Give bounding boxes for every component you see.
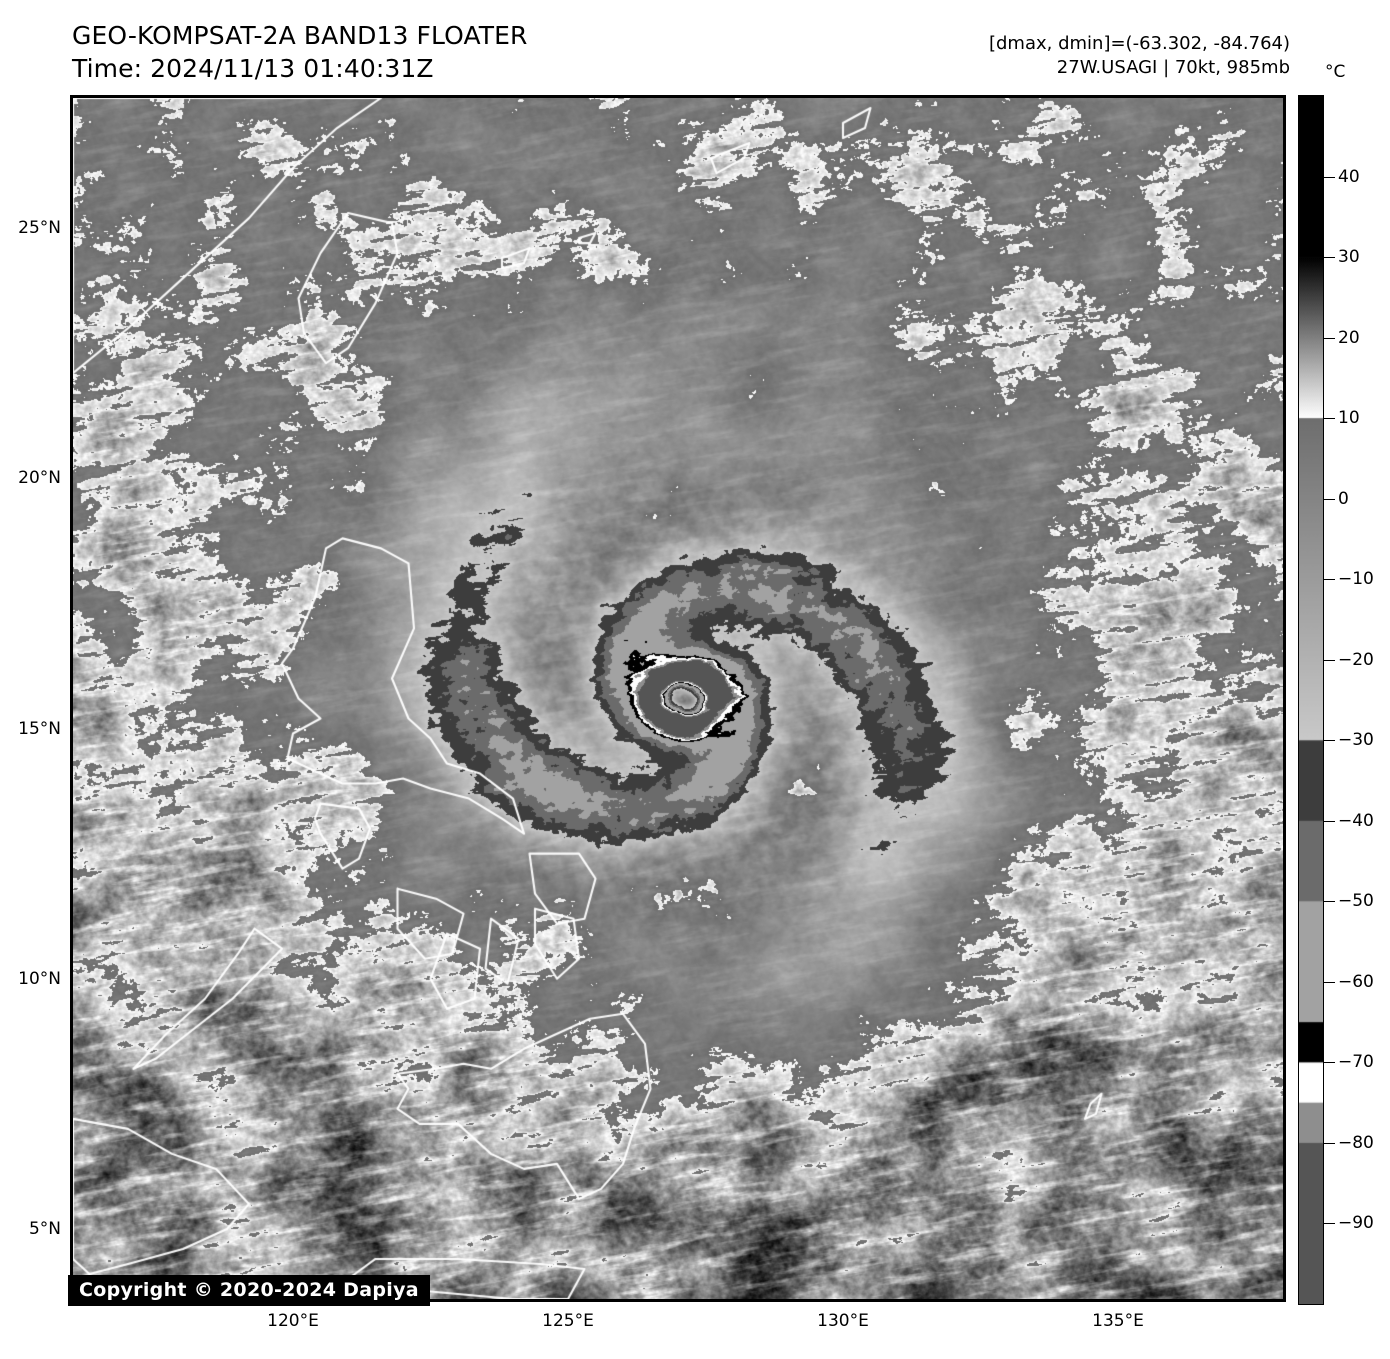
- temperature-colorbar[interactable]: [1298, 95, 1324, 1305]
- colorbar-tick-mark: [1324, 1142, 1335, 1144]
- lat-tick-label: 15°N: [18, 718, 61, 739]
- colorbar-tick-label: −80: [1338, 1132, 1374, 1153]
- colorbar-tick-mark: [1324, 820, 1335, 822]
- lon-tick-label: 135°E: [1092, 1311, 1144, 1331]
- colorbar-tick-label: −50: [1338, 891, 1374, 912]
- colorbar-tick-mark: [1324, 740, 1335, 742]
- colorbar-tick-mark: [1324, 981, 1335, 983]
- dmax-dmin-label: [dmax, dmin]=(-63.302, -84.764): [988, 33, 1290, 54]
- colorbar-tick-mark: [1324, 176, 1335, 178]
- satellite-map[interactable]: [70, 95, 1286, 1302]
- colorbar-units-label: °C: [1325, 62, 1346, 82]
- storm-info-label: 27W.USAGI | 70kt, 985mb: [1056, 56, 1290, 78]
- colorbar-tick-label: −20: [1338, 649, 1374, 670]
- colorbar-tick-mark: [1324, 579, 1335, 581]
- colorbar-tick-mark: [1324, 337, 1335, 339]
- colorbar-tick-label: 30: [1338, 247, 1360, 268]
- copyright-watermark: Copyright © 2020-2024 Dapiya: [68, 1275, 430, 1306]
- colorbar-tick-mark: [1324, 257, 1335, 259]
- colorbar-tick-label: 40: [1338, 166, 1360, 187]
- colorbar-tick-mark: [1324, 418, 1335, 420]
- colorbar-tick-mark: [1324, 498, 1335, 500]
- colorbar-tick-label: 20: [1338, 327, 1360, 348]
- colorbar-gradient: [1299, 96, 1323, 1304]
- title-block: GEO-KOMPSAT-2A BAND13 FLOATER Time: 2024…: [72, 20, 527, 85]
- metadata-block: [dmax, dmin]=(-63.302, -84.764) 27W.USAG…: [989, 32, 1290, 80]
- satellite-ir-image: [73, 98, 1283, 1299]
- colorbar-tick-mark: [1324, 659, 1335, 661]
- colorbar-tick-mark: [1324, 1223, 1335, 1225]
- colorbar-tick-label: −70: [1338, 1052, 1374, 1073]
- lon-tick-label: 125°E: [542, 1311, 594, 1331]
- lat-tick-label: 5°N: [28, 1218, 61, 1239]
- timestamp-label: Time: 2024/11/13 01:40:31Z: [72, 53, 434, 83]
- colorbar-tick-mark: [1324, 901, 1335, 903]
- lon-tick-label: 130°E: [817, 1311, 869, 1331]
- colorbar-tick-label: −90: [1338, 1213, 1374, 1234]
- page-title: GEO-KOMPSAT-2A BAND13 FLOATER: [72, 21, 528, 50]
- lat-tick-label: 20°N: [18, 468, 61, 489]
- colorbar-tick-mark: [1324, 1062, 1335, 1064]
- colorbar-tick-label: −40: [1338, 810, 1374, 831]
- colorbar-tick-label: −30: [1338, 730, 1374, 751]
- colorbar-tick-label: 10: [1338, 408, 1360, 429]
- lat-tick-label: 25°N: [18, 218, 61, 239]
- lat-tick-label: 10°N: [18, 968, 61, 989]
- colorbar-tick-label: 0: [1338, 488, 1349, 509]
- lon-tick-label: 120°E: [267, 1311, 319, 1331]
- colorbar-tick-label: −10: [1338, 569, 1374, 590]
- colorbar-tick-label: −60: [1338, 971, 1374, 992]
